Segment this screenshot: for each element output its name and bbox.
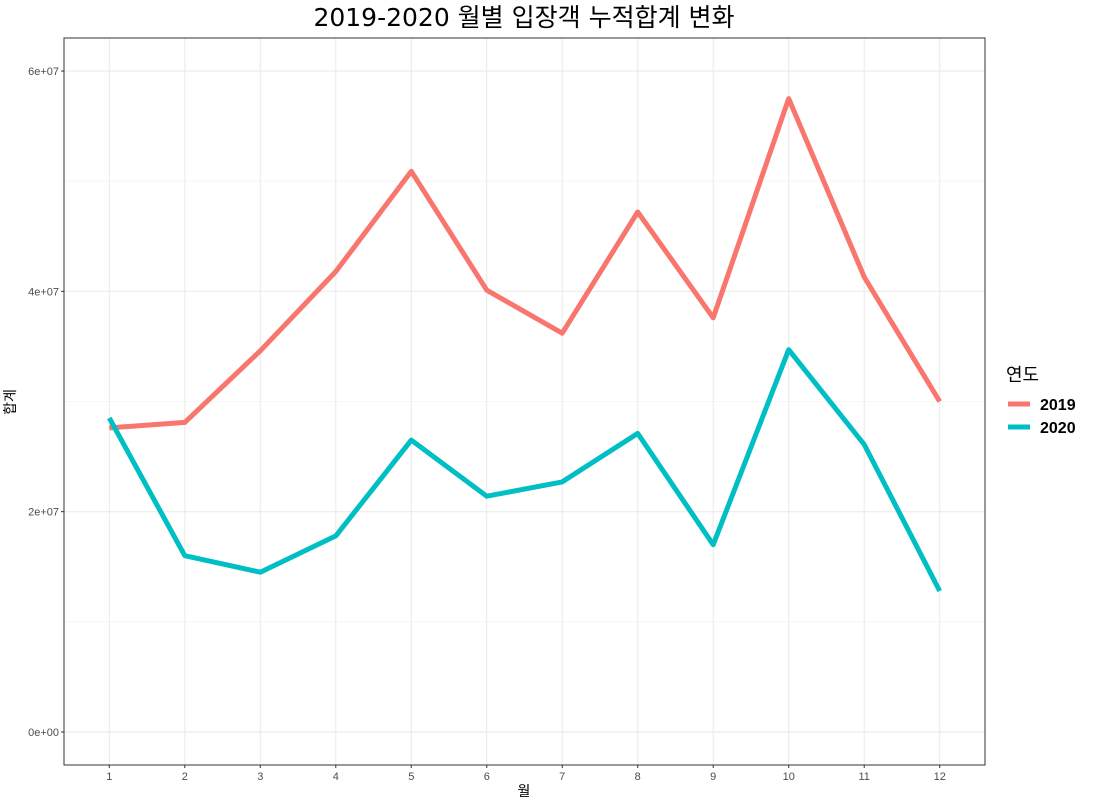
legend-label-2019: 2019 bbox=[1040, 397, 1076, 414]
legend-title: 연도 bbox=[1006, 365, 1039, 386]
x-tick-label: 6 bbox=[484, 771, 490, 783]
x-tick-label: 12 bbox=[934, 771, 946, 783]
y-tick-label: 4e+07 bbox=[28, 286, 59, 298]
x-tick-label: 9 bbox=[710, 771, 716, 783]
x-tick-label: 7 bbox=[559, 771, 565, 783]
x-tick-label: 8 bbox=[635, 771, 641, 783]
x-tick-label: 11 bbox=[859, 771, 870, 783]
x-tick-label: 5 bbox=[408, 771, 414, 783]
y-axis-title: 합계 bbox=[3, 389, 19, 415]
x-tick-label: 10 bbox=[783, 771, 795, 783]
x-tick-label: 1 bbox=[106, 771, 112, 783]
y-tick-label: 6e+07 bbox=[28, 66, 59, 78]
x-tick-label: 2 bbox=[182, 771, 188, 783]
legend-label-2020: 2020 bbox=[1040, 420, 1076, 437]
chart-title: 2019-2020 월별 입장객 누적합계 변화 bbox=[313, 3, 734, 32]
x-tick-label: 3 bbox=[257, 771, 263, 783]
x-axis-title: 월 bbox=[518, 784, 531, 800]
y-tick-label: 0e+00 bbox=[28, 727, 59, 739]
y-tick-label: 2e+07 bbox=[28, 507, 59, 519]
x-tick-label: 4 bbox=[333, 771, 339, 783]
